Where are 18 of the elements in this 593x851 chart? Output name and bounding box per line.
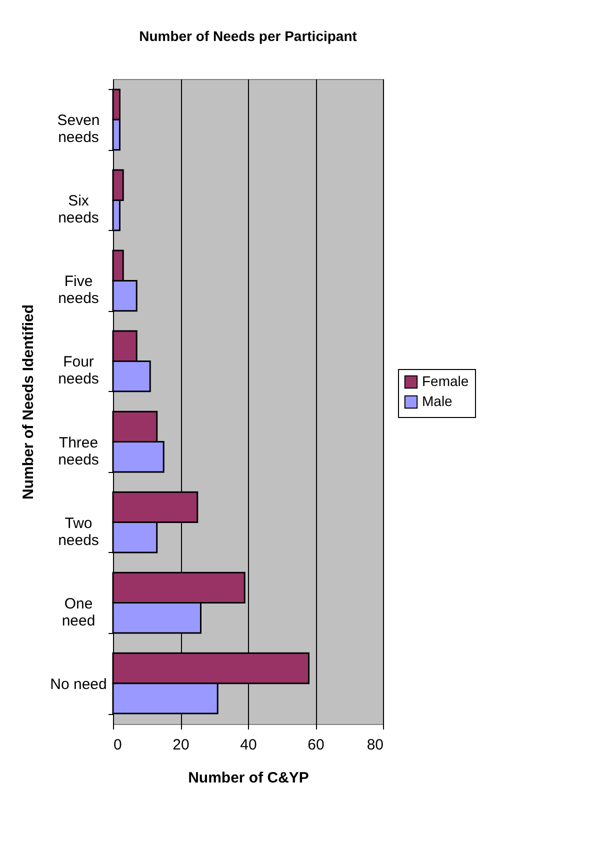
- legend-label: Female: [422, 373, 469, 389]
- y-axis-title: Number of Needs Identified: [20, 304, 38, 500]
- x-tick-label: 40: [240, 736, 257, 754]
- y-tick-label: Seven needs: [57, 112, 100, 146]
- x-tick-label: 80: [366, 736, 384, 754]
- x-tick-label: 20: [172, 736, 190, 754]
- y-tick-label: No need: [50, 676, 107, 693]
- x-tick-label: 60: [308, 736, 324, 754]
- y-tick-label: Two needs: [58, 514, 99, 549]
- x-axis-title: Number of C&YP: [188, 770, 309, 786]
- y-tick-label: Three needs: [58, 434, 99, 468]
- chart-title: Number of Needs per Participant: [139, 28, 358, 44]
- y-tick-label: One need: [62, 595, 96, 630]
- x-tick-label: 0: [114, 736, 122, 754]
- legend-label: Male: [422, 393, 453, 409]
- y-tick-label: Four needs: [58, 354, 99, 388]
- y-tick-label: Five needs: [58, 273, 99, 308]
- y-tick-label: Six needs: [58, 192, 99, 227]
